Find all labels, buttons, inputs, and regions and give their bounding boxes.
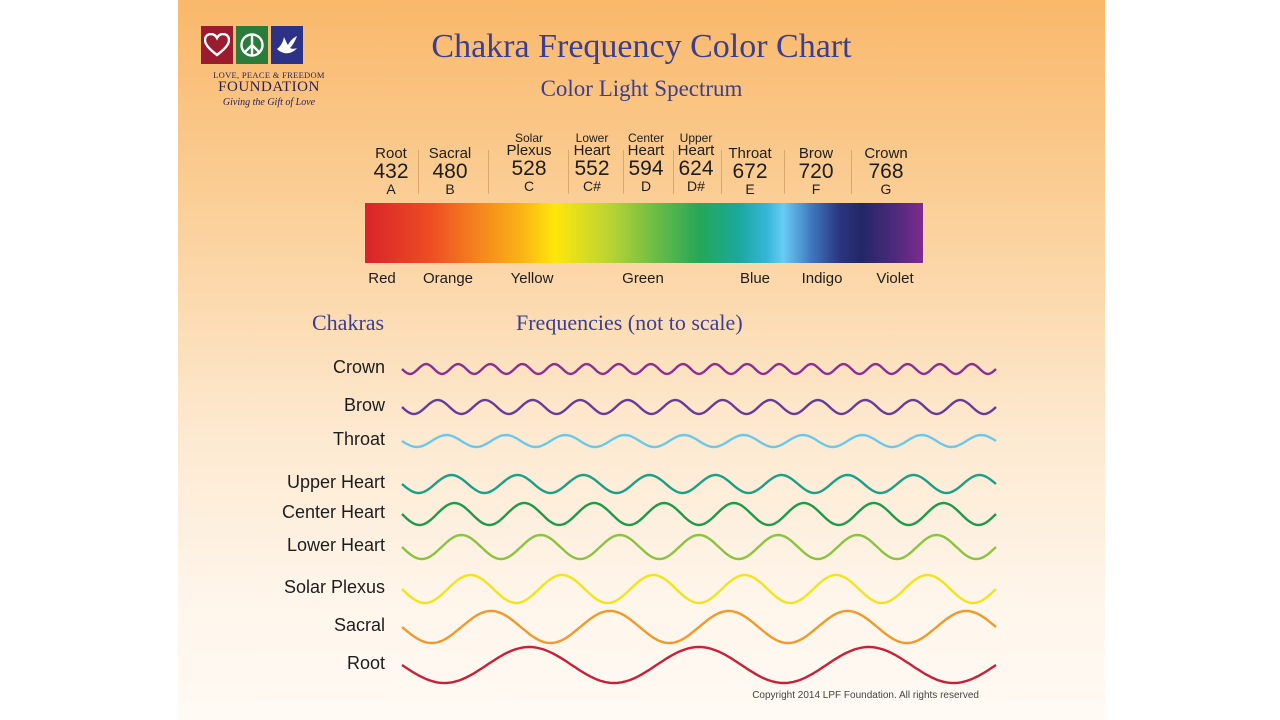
spectrum-color-label: Green: [622, 270, 664, 287]
frequency-value: 594: [628, 157, 664, 180]
spectrum-color-label: Yellow: [510, 270, 554, 287]
spectrum-color-label: Indigo: [801, 270, 843, 287]
wave-row-label: Crown: [332, 357, 385, 377]
wave-row-label: Throat: [332, 429, 385, 449]
wave-row-label: Lower Heart: [286, 535, 385, 555]
musical-note: D#: [687, 178, 705, 194]
frequency-value: 432: [373, 160, 409, 183]
column-separator: [721, 150, 722, 194]
color-spectrum-bar: [365, 203, 923, 263]
musical-note: D: [640, 178, 652, 194]
wave-crown: [401, 362, 997, 376]
frequency-value: 672: [732, 160, 768, 183]
frequency-value: 480: [432, 160, 468, 183]
column-separator: [851, 150, 852, 194]
chakra-name: Brow: [798, 145, 834, 162]
spectrum-color-label: Orange: [422, 270, 474, 287]
wave-row-label: Sacral: [333, 615, 385, 635]
chakras-heading: Chakras: [312, 310, 385, 335]
musical-note: B: [445, 181, 455, 197]
chakra-name: Throat: [728, 145, 772, 162]
chakra-name-top: Upper: [679, 131, 713, 145]
frequency-column: Sacral 480 B: [418, 145, 482, 197]
peace-icon: [236, 26, 268, 64]
musical-note: E: [745, 181, 755, 197]
frequency-column: Solar Plexus 528 C: [497, 131, 561, 194]
wave-throat: [401, 433, 997, 449]
chakra-name: Root: [375, 145, 407, 162]
frequency-column: Root 432 A: [359, 145, 423, 197]
spectrum-color-label: Red: [368, 270, 396, 287]
column-separator: [673, 150, 674, 194]
wave-row-label: Center Heart: [281, 502, 385, 522]
chakra-name-top: Lower: [575, 131, 609, 145]
wave-row-label: Root: [346, 653, 385, 673]
column-separator: [418, 150, 419, 194]
chakra-name: Heart: [677, 142, 715, 159]
musical-note: G: [880, 181, 892, 197]
wave-lower-heart: [401, 533, 997, 561]
page-title: Chakra Frequency Color Chart: [431, 28, 852, 65]
chart-slide: LOVE, PEACE & FREEDOM FOUNDATION Giving …: [178, 0, 1105, 720]
chakra-name: Plexus: [506, 142, 552, 159]
column-separator: [568, 150, 569, 194]
chakra-name: Sacral: [428, 145, 472, 162]
wave-root: [401, 645, 997, 685]
frequency-column: Throat 672 E: [718, 145, 782, 197]
chakra-name: Crown: [864, 145, 908, 162]
column-separator: [623, 150, 624, 194]
frequency-column: Center Heart 594 D: [614, 131, 678, 194]
logo-tagline: Giving the Gift of Love: [222, 97, 316, 108]
column-separator: [784, 150, 785, 194]
frequency-value: 552: [574, 157, 610, 180]
wave-solar-plexus: [401, 573, 997, 605]
spectrum-color-label: Violet: [876, 270, 914, 287]
wave-center-heart: [401, 501, 997, 527]
frequency-value: 624: [678, 157, 714, 180]
foundation-logo: LOVE, PEACE & FREEDOM FOUNDATION Giving …: [199, 26, 339, 116]
frequency-column: Lower Heart 552 C#: [560, 131, 624, 194]
dove-icon: [271, 26, 303, 64]
logo-line1: LOVE, PEACE & FREEDOM: [213, 70, 325, 80]
chakra-name-top: Solar: [514, 131, 543, 145]
chakra-name-top: Center: [627, 131, 665, 145]
chakra-name: Heart: [573, 142, 611, 159]
frequency-column: Crown 768 G: [854, 145, 918, 197]
musical-note: C#: [583, 178, 601, 194]
frequency-column: Brow 720 F: [784, 145, 848, 197]
frequency-column: Upper Heart 624 D#: [664, 131, 728, 194]
wave-row-label: Solar Plexus: [283, 577, 385, 597]
frequency-value: 768: [868, 160, 904, 183]
frequencies-heading: Frequencies (not to scale): [516, 310, 743, 335]
frequency-value: 528: [511, 157, 547, 180]
frequency-value: 720: [798, 160, 834, 183]
wave-brow: [401, 398, 997, 416]
chakra-name: Heart: [627, 142, 665, 159]
logo-line2: FOUNDATION: [218, 79, 320, 95]
column-separator: [488, 150, 489, 194]
musical-note: C: [523, 178, 535, 194]
wave-sacral: [401, 609, 997, 645]
spectrum-color-label: Blue: [739, 270, 771, 287]
musical-note: A: [386, 181, 396, 197]
musical-note: F: [811, 181, 821, 197]
frequency-waves: [401, 362, 997, 685]
heart-icon: [201, 26, 233, 64]
wave-row-label: Upper Heart: [286, 472, 385, 492]
wave-upper-heart: [401, 473, 997, 495]
page-subtitle: Color Light Spectrum: [540, 76, 743, 101]
copyright-text: Copyright 2014 LPF Foundation. All right…: [752, 690, 979, 701]
wave-row-label: Brow: [343, 395, 385, 415]
